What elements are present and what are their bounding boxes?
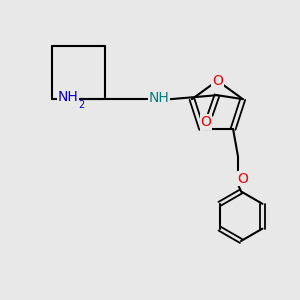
Text: NH: NH [57,91,78,104]
Text: O: O [212,74,223,88]
Text: 2: 2 [79,100,85,110]
Text: O: O [201,115,212,129]
Text: O: O [238,172,248,186]
Text: NH: NH [148,92,169,106]
